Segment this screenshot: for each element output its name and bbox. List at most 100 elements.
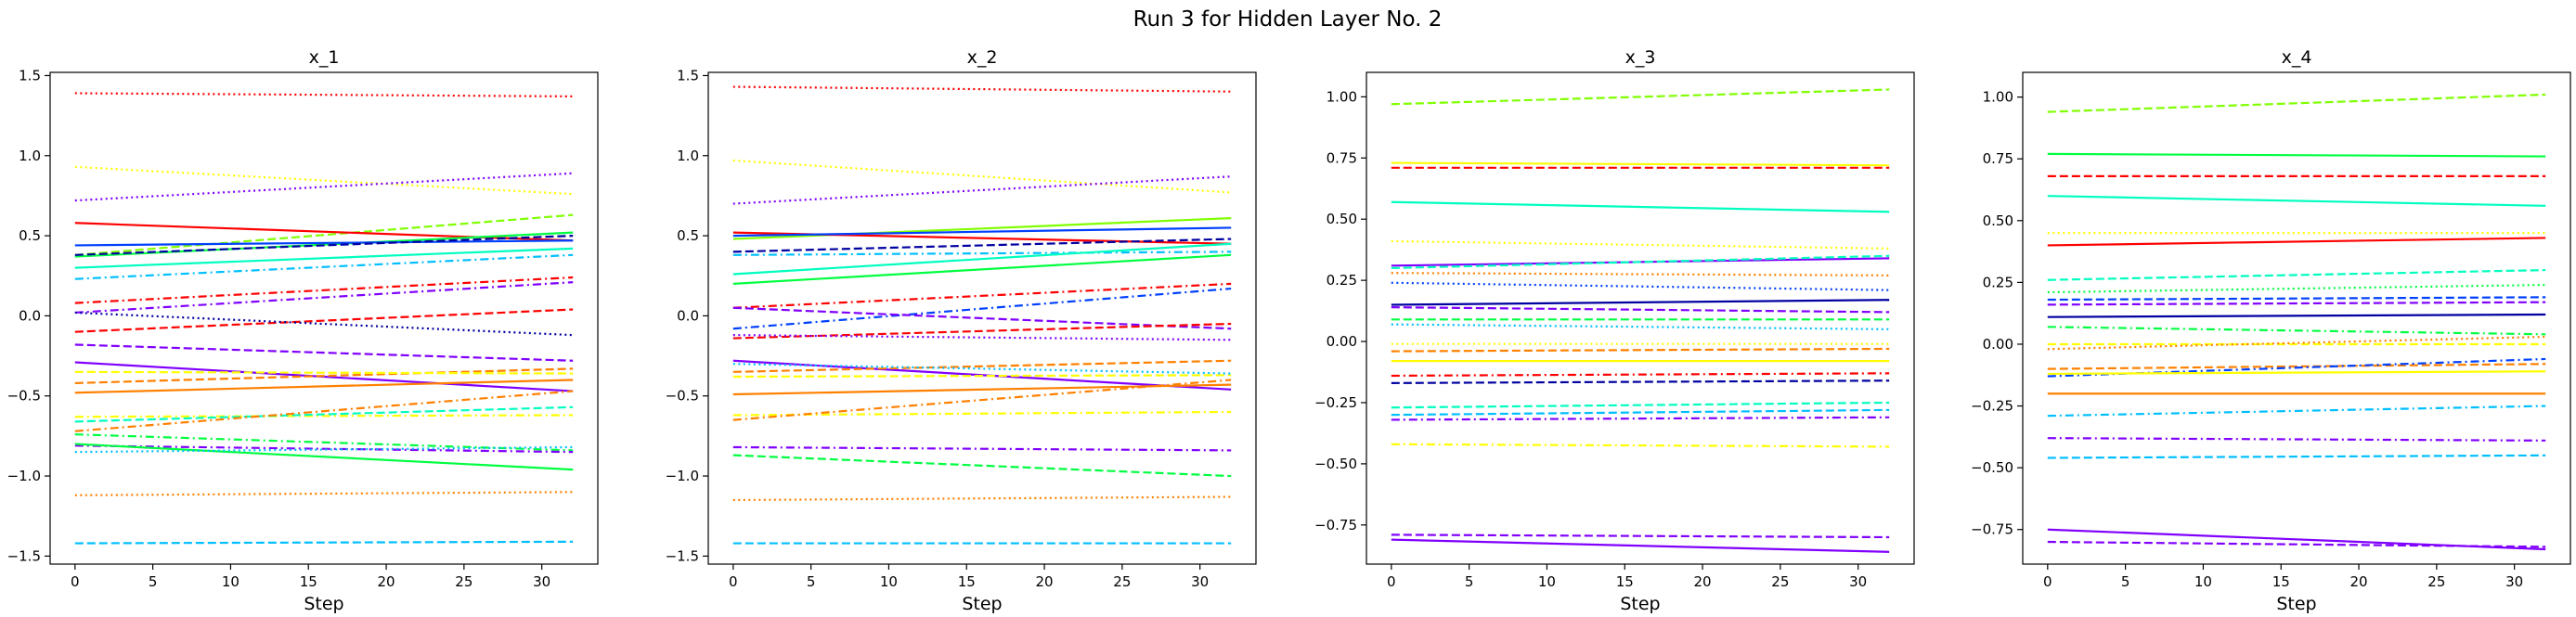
- series-line: [74, 370, 574, 375]
- series-line: [2047, 454, 2546, 459]
- series-line: [74, 234, 574, 256]
- series-line: [74, 443, 574, 471]
- series-line: [74, 433, 574, 452]
- series-line: [1391, 323, 1890, 330]
- series-line: [2047, 296, 2546, 302]
- x-tick-label: 25: [2427, 573, 2445, 590]
- x-tick-label: 25: [455, 573, 472, 590]
- y-tick-label: −0.25: [1314, 394, 1357, 411]
- x-tick-label: 5: [2121, 573, 2130, 590]
- series-line: [74, 491, 574, 496]
- series-line: [1391, 416, 1890, 421]
- y-tick-label: 1.00: [1327, 88, 1357, 105]
- series-line: [2047, 152, 2546, 158]
- series-line: [74, 414, 574, 418]
- series-line: [74, 213, 574, 256]
- series-line: [74, 405, 574, 423]
- subplot-x_2: x_2 0 5 10 15 20 25 30 −1.5 −1.0 −0.5 0.0 0.5 1.0 1.5 S…: [666, 47, 1257, 614]
- y-tick-label: 0.0: [677, 307, 699, 324]
- series-group: [74, 92, 574, 545]
- series-line: [2047, 313, 2546, 318]
- series-line: [1391, 401, 1890, 409]
- series-line: [732, 159, 1232, 194]
- series-line: [74, 379, 574, 394]
- x-tick-label: 5: [149, 573, 158, 590]
- series-line: [732, 217, 1232, 240]
- x-axis-label: Step: [962, 594, 1002, 614]
- series-line: [74, 343, 574, 362]
- series-line: [2047, 335, 2546, 351]
- subplot-title: x_1: [309, 47, 340, 68]
- series-line: [732, 363, 1232, 375]
- figure-title: Run 3 for Hidden Layer No. 2: [1133, 7, 1443, 32]
- y-tick-label: 0.5: [19, 227, 41, 244]
- series-line: [1391, 299, 1890, 306]
- subplot-x_4: x_4 0 5 10 15 20 25 30 −0.75 −0.50 −0.25 0.00 0.25 0.…: [1971, 47, 2571, 614]
- series-line: [732, 379, 1232, 421]
- y-tick-label: −1.0: [666, 468, 699, 484]
- x-axis-label: Step: [304, 594, 343, 614]
- subplot-title: x_2: [967, 47, 998, 68]
- series-line: [732, 175, 1232, 205]
- x-tick-label: 0: [71, 573, 80, 590]
- series-line: [1391, 239, 1890, 250]
- x-tick-label: 0: [729, 573, 738, 590]
- series-line: [1391, 443, 1890, 448]
- series-line: [2047, 370, 2546, 376]
- x-tick-label: 30: [2505, 573, 2523, 590]
- series-line: [74, 540, 574, 545]
- series-group: [2047, 93, 2546, 551]
- series-line: [1391, 408, 1890, 417]
- series-line: [732, 287, 1232, 330]
- series-line: [1391, 538, 1890, 553]
- series-line: [732, 334, 1232, 341]
- series-line: [732, 410, 1232, 417]
- series-line: [2047, 93, 2546, 113]
- y-tick-label: 0.5: [677, 227, 699, 244]
- x-tick-label: 20: [1693, 573, 1711, 590]
- subplot-x_3: x_3 0 5 10 15 20 25 30 −0.75 −0.50 −0.25 0.00 0.25 0.…: [1314, 47, 1915, 614]
- series-line: [1391, 200, 1890, 213]
- series-line: [2047, 326, 2546, 336]
- y-tick-label: 1.5: [19, 67, 41, 84]
- series-line: [2047, 540, 2546, 548]
- axes-frame: [707, 71, 1257, 565]
- series-line: [74, 165, 574, 196]
- x-tick-label: 5: [1465, 573, 1474, 590]
- x-tick-label: 15: [1616, 573, 1634, 590]
- y-tick-label: −1.5: [7, 547, 41, 564]
- x-tick-label: 10: [222, 573, 239, 590]
- subplot-title: x_3: [1625, 47, 1656, 68]
- series-line: [1391, 379, 1890, 384]
- x-tick-label: 10: [1538, 573, 1556, 590]
- series-line: [74, 390, 574, 432]
- series-line: [2047, 268, 2546, 281]
- x-tick-label: 25: [1771, 573, 1789, 590]
- y-tick-label: 1.0: [19, 148, 41, 164]
- series-line: [1391, 272, 1890, 276]
- series-line: [732, 253, 1232, 285]
- y-tick-label: 0.00: [1983, 336, 2013, 353]
- y-tick-label: 0.25: [1983, 274, 2013, 290]
- y-tick-label: 0.00: [1327, 333, 1357, 350]
- x-tick-label: 10: [880, 573, 898, 590]
- series-line: [1391, 372, 1890, 378]
- y-tick-label: 0.75: [1327, 149, 1357, 166]
- series-line: [1391, 88, 1890, 106]
- x-tick-label: 15: [2272, 573, 2290, 590]
- series-line: [732, 85, 1232, 93]
- x-tick-label: 20: [2349, 573, 2367, 590]
- series-line: [732, 359, 1232, 373]
- y-tick-label: 1.5: [677, 67, 699, 84]
- series-line: [732, 383, 1232, 396]
- y-tick-label: 0.50: [1983, 212, 2013, 229]
- x-tick-label: 0: [2043, 573, 2052, 590]
- y-tick-label: 0.0: [19, 307, 41, 324]
- series-line: [2047, 301, 2546, 306]
- y-tick-label: −0.50: [1971, 459, 2013, 476]
- y-tick-label: −0.25: [1971, 398, 2013, 415]
- y-tick-label: −0.50: [1314, 456, 1357, 472]
- series-line: [732, 242, 1232, 276]
- series-line: [74, 222, 574, 242]
